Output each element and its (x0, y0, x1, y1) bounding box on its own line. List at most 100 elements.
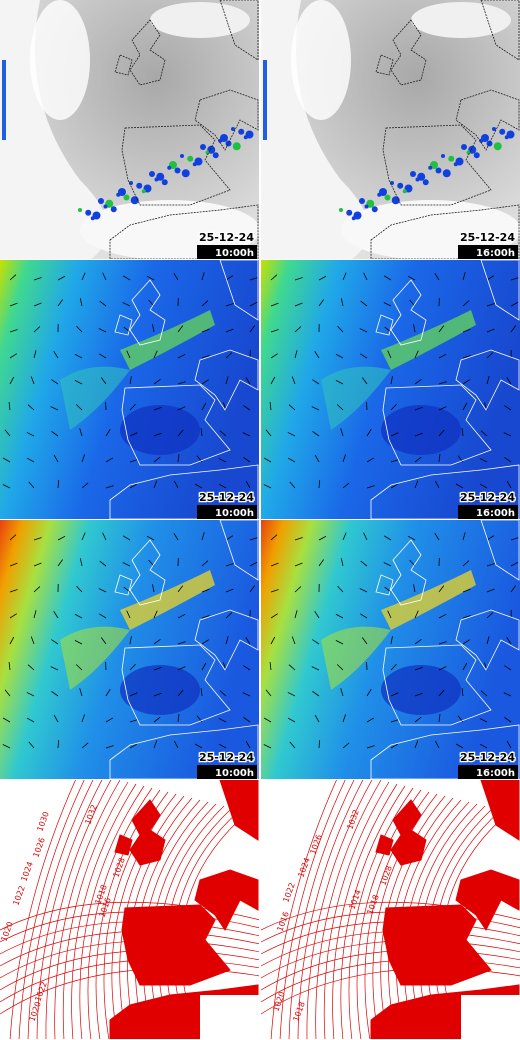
precipitation (339, 208, 343, 212)
wind-arrow (27, 404, 35, 411)
wind-arrow (51, 691, 59, 697)
wind-arrow (201, 588, 210, 593)
wind-arrow (387, 610, 392, 619)
wind-arrow (173, 740, 179, 749)
coastline (121, 124, 231, 206)
wind-arrow (486, 352, 494, 359)
wind-arrow (294, 350, 298, 359)
wind-arrow (462, 588, 471, 593)
wind-arrow (153, 350, 158, 359)
map-panel: 25-12-24 10:00h (0, 520, 259, 779)
wind-arrow (462, 300, 470, 307)
wind-arrow (218, 743, 227, 749)
wind-arrow (480, 430, 488, 437)
cloud (80, 200, 259, 259)
wind-arrow (434, 532, 440, 541)
wind-arrow (9, 534, 17, 541)
coastline (382, 644, 492, 726)
precipitation (422, 179, 429, 186)
wind-arrow (8, 402, 11, 411)
wind-arrow (33, 586, 41, 593)
date-label: 25-12-24 (199, 231, 254, 244)
wind-arrow (225, 612, 233, 619)
wind-arrow (337, 585, 344, 593)
cloud-band (0, 0, 108, 259)
wind-band (60, 626, 130, 690)
wind-arrow (129, 459, 138, 463)
wind-arrow (342, 532, 347, 541)
precipitation (136, 182, 143, 189)
coastline (370, 724, 520, 779)
wind-arrow (438, 429, 445, 437)
wind-arrow (265, 689, 272, 697)
wind-arrow (81, 742, 89, 749)
wind-arrow (318, 535, 327, 541)
wind-arrow (434, 272, 440, 281)
wind-arrow (129, 719, 138, 723)
wind-arrow (312, 431, 320, 437)
wind-arrow (294, 586, 302, 593)
wind-arrow (249, 561, 258, 567)
coastline (455, 609, 520, 671)
precipitation (466, 150, 471, 155)
wind-arrow (438, 353, 447, 359)
wind-arrow (434, 740, 440, 749)
wind-arrow (122, 275, 131, 281)
map-panel: 25-12-24 16:00h (261, 0, 520, 259)
date-label: 25-12-24 (460, 491, 515, 504)
time-box (197, 245, 257, 259)
wind-arrow (245, 480, 251, 489)
wind-arrow (26, 717, 35, 723)
wind-arrow (486, 563, 495, 567)
wind-arrow (225, 563, 234, 567)
wind-arrow (177, 381, 186, 385)
wind-arrow (486, 328, 495, 333)
wind-arrow (9, 562, 18, 567)
precipitation (2, 60, 6, 140)
wind-arrow (311, 666, 320, 671)
wind-arrow (200, 428, 203, 437)
coastline (480, 780, 520, 841)
wind-arrow (30, 376, 35, 385)
precipitation (116, 192, 121, 197)
wind-arrow (413, 584, 416, 593)
wind-arrow (363, 532, 368, 541)
wind-arrow (506, 480, 512, 489)
wind-arrow (2, 484, 11, 489)
wind-arrow (242, 692, 251, 697)
wind-arrow (249, 301, 258, 307)
coastline (455, 869, 520, 931)
wind-arrow (177, 429, 184, 437)
wind-arrow (335, 640, 344, 645)
isobar (261, 930, 520, 967)
wind-arrow (201, 402, 207, 411)
time-label: 10:00h (215, 508, 254, 519)
wind-arrow (337, 325, 344, 333)
wind-arrow (486, 588, 495, 593)
precipitation (130, 196, 139, 205)
wind-arrow (57, 479, 60, 489)
precipitation (187, 155, 194, 162)
wind-arrow (245, 637, 251, 645)
wind-arrow (74, 380, 83, 385)
wind-arrow (270, 302, 279, 307)
wind-arrow (218, 458, 227, 463)
wind-arrow (2, 457, 11, 463)
wind-arrow (342, 454, 346, 463)
isobar (261, 949, 520, 991)
wind-arrow (270, 353, 278, 359)
wind-band (120, 310, 215, 370)
wind-arrow (177, 406, 186, 411)
wind-arrow (249, 277, 258, 281)
wind-arrow (153, 378, 161, 385)
coastline (375, 314, 394, 336)
wind-arrow (287, 432, 296, 437)
precipitation (200, 144, 206, 150)
wind-arrow (4, 689, 11, 697)
wind-arrow (33, 277, 42, 281)
coastline (375, 574, 394, 596)
wind-arrow (177, 689, 184, 697)
precipitation (453, 162, 458, 167)
wind-arrow (269, 662, 272, 671)
calm-zone (381, 665, 461, 715)
